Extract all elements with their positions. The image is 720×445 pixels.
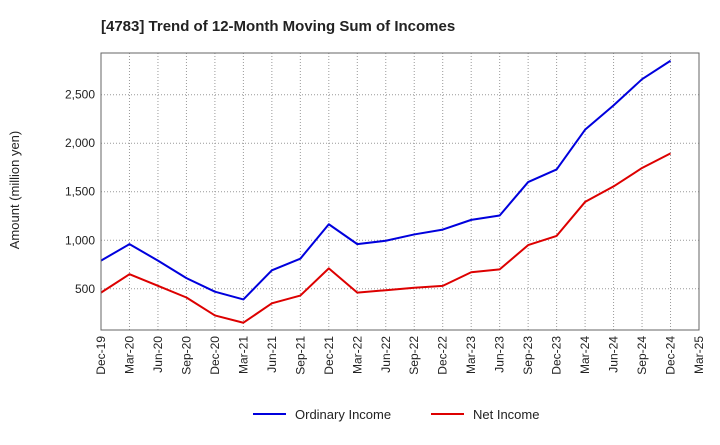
x-tick-label: Mar-20: [122, 336, 136, 374]
y-tick-label: 2,500: [65, 88, 95, 102]
x-tick-label: Dec-20: [208, 336, 222, 375]
y-tick-label: 2,000: [65, 136, 95, 150]
y-tick-label: 1,000: [65, 233, 95, 247]
x-tick-label: Mar-21: [236, 336, 250, 374]
y-tick-label: 1,500: [65, 185, 95, 199]
x-tick-label: Dec-23: [550, 336, 564, 375]
x-tick-label: Jun-20: [151, 336, 165, 373]
grid-layer: [101, 53, 699, 330]
x-tick-label: Jun-23: [493, 336, 507, 373]
series-layer: [100, 59, 672, 324]
y-tick-labels: 500 1,000 1,500 2,000 2,500: [65, 88, 95, 296]
x-tick-label: Mar-22: [350, 336, 364, 374]
x-tick-label: Dec-21: [322, 336, 336, 375]
series-line-net-income: [100, 152, 671, 324]
x-tick-label: Dec-22: [436, 336, 450, 375]
x-tick-labels: Dec-19 Mar-20 Jun-20 Sep-20 Dec-20 Mar-21 Jun-…: [94, 336, 706, 375]
x-tick-label: Jun-22: [379, 336, 393, 373]
x-tick-label: Jun-21: [265, 336, 279, 373]
x-tick-label: Mar-25: [692, 336, 706, 374]
series-line-ordinary-income: [100, 59, 672, 301]
x-tick-label: Mar-23: [464, 336, 478, 374]
legend-label: Ordinary Income: [295, 407, 391, 422]
chart-title: [4783] Trend of 12-Month Moving Sum of I…: [101, 18, 455, 35]
legend: Ordinary Income Net Income: [253, 407, 539, 422]
x-tick-label: Sep-20: [179, 336, 193, 375]
y-axis-title: Amount (million yen): [7, 131, 22, 250]
x-tick-label: Jun-24: [607, 336, 621, 373]
x-tick-label: Sep-24: [635, 336, 649, 375]
y-tick-label: 500: [75, 282, 95, 296]
legend-label: Net Income: [473, 407, 539, 422]
x-tick-label: Mar-24: [578, 336, 592, 374]
x-tick-label: Dec-24: [664, 336, 678, 375]
x-tick-label: Sep-22: [407, 336, 421, 375]
x-tick-label: Sep-23: [521, 336, 535, 375]
x-tick-label: Dec-19: [94, 336, 108, 375]
x-tick-label: Sep-21: [293, 336, 307, 375]
plot-frame: [100, 52, 700, 331]
